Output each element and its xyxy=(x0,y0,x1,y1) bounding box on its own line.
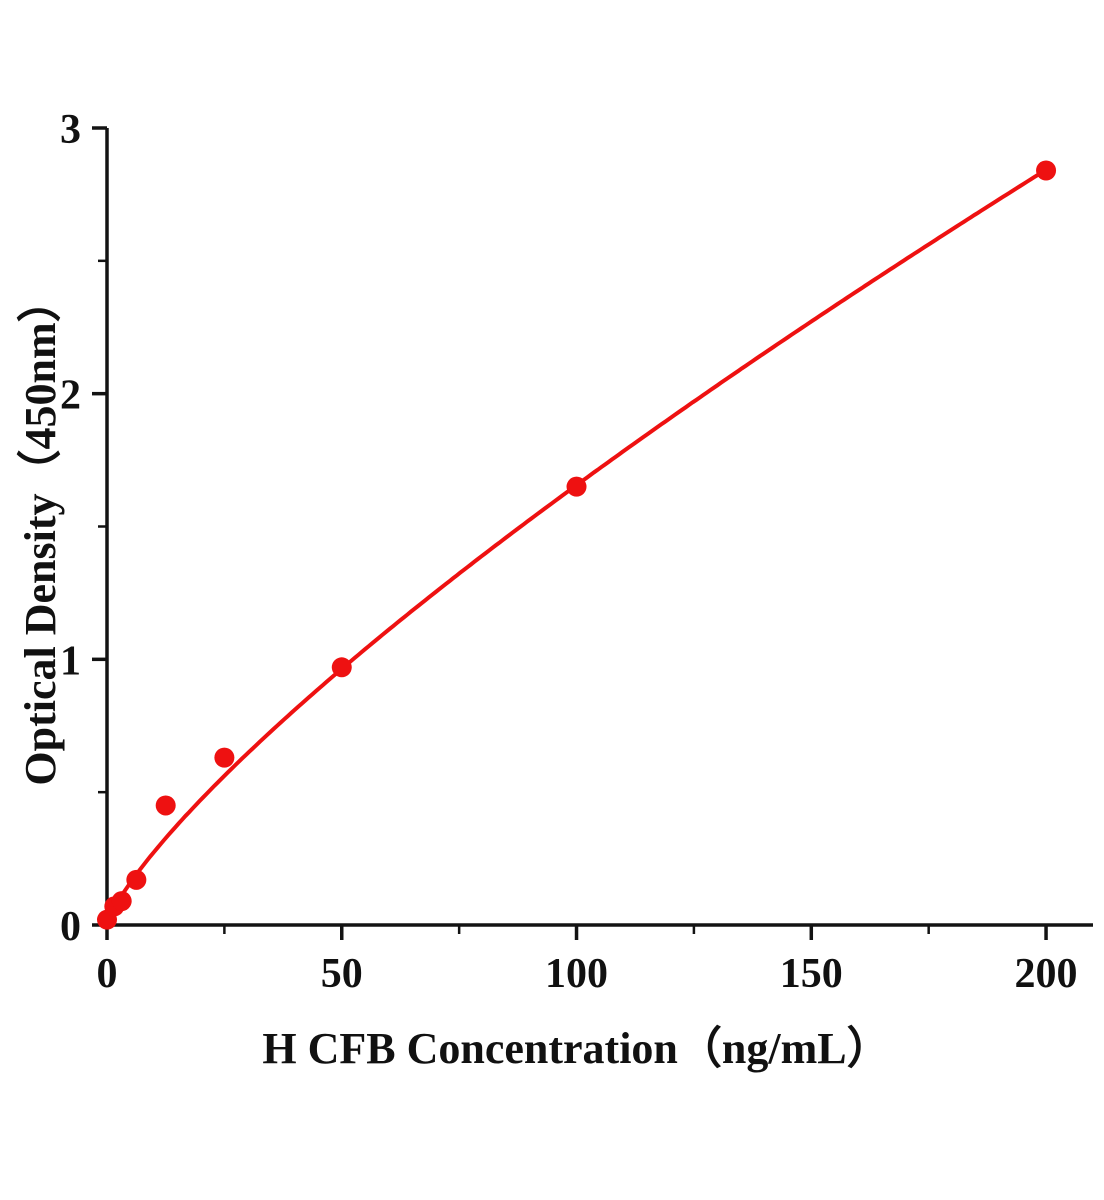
data-point xyxy=(155,795,176,816)
y-tick-label: 3 xyxy=(60,107,81,153)
data-point xyxy=(566,476,587,497)
x-tick-label: 150 xyxy=(780,951,843,997)
x-tick-label: 50 xyxy=(321,951,363,997)
y-tick-label: 2 xyxy=(60,373,81,419)
data-point xyxy=(126,869,147,890)
y-tick-label: 1 xyxy=(60,638,81,684)
fit-curve xyxy=(106,168,1047,923)
y-tick-label: 0 xyxy=(60,904,81,950)
x-tick-label: 100 xyxy=(545,951,608,997)
x-tick-label: 0 xyxy=(97,951,118,997)
data-point xyxy=(1036,160,1057,181)
data-point xyxy=(111,891,132,912)
y-axis-title: Optical Density（450nm） xyxy=(16,278,65,786)
data-point xyxy=(331,657,352,678)
data-point xyxy=(214,747,235,768)
x-tick-label: 200 xyxy=(1015,951,1078,997)
x-axis-title: H CFB Concentration（ng/mL） xyxy=(262,1024,891,1073)
